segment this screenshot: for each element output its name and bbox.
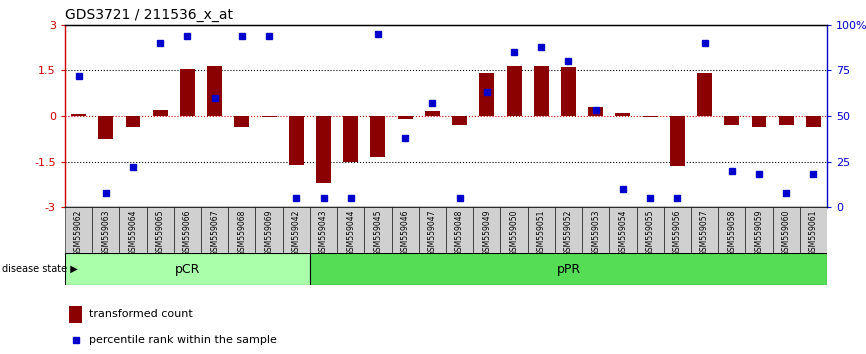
- Bar: [371, 116, 385, 157]
- Text: GSM559048: GSM559048: [456, 210, 464, 256]
- Text: GSM559061: GSM559061: [809, 210, 818, 256]
- Bar: [316, 116, 331, 183]
- Text: GSM559047: GSM559047: [428, 210, 436, 256]
- Bar: [419, 207, 446, 253]
- Bar: [691, 207, 718, 253]
- Bar: [255, 207, 282, 253]
- Text: GSM559050: GSM559050: [509, 210, 519, 256]
- Bar: [533, 66, 549, 116]
- Bar: [772, 207, 800, 253]
- Text: GSM559049: GSM559049: [482, 210, 491, 256]
- Bar: [555, 207, 582, 253]
- Text: GSM559063: GSM559063: [101, 210, 110, 256]
- Text: disease state ▶: disease state ▶: [2, 264, 77, 274]
- Bar: [663, 207, 691, 253]
- Bar: [310, 207, 337, 253]
- Bar: [391, 207, 419, 253]
- Bar: [588, 107, 603, 116]
- Text: GSM559068: GSM559068: [237, 210, 246, 256]
- Bar: [501, 207, 527, 253]
- Text: GSM559045: GSM559045: [373, 210, 383, 256]
- Bar: [71, 114, 86, 116]
- Text: percentile rank within the sample: percentile rank within the sample: [88, 335, 276, 345]
- Text: GSM559057: GSM559057: [700, 210, 709, 256]
- Bar: [616, 113, 630, 116]
- Bar: [65, 253, 310, 285]
- Bar: [310, 253, 827, 285]
- Text: transformed count: transformed count: [88, 309, 192, 319]
- Bar: [343, 116, 359, 161]
- Text: GSM559053: GSM559053: [591, 210, 600, 256]
- Bar: [446, 207, 473, 253]
- Text: GSM559058: GSM559058: [727, 210, 736, 256]
- Bar: [365, 207, 391, 253]
- Bar: [120, 207, 146, 253]
- Bar: [397, 116, 412, 119]
- Bar: [527, 207, 555, 253]
- Bar: [174, 207, 201, 253]
- Text: GSM559042: GSM559042: [292, 210, 301, 256]
- Bar: [152, 110, 168, 116]
- Text: GSM559051: GSM559051: [537, 210, 546, 256]
- Text: GSM559069: GSM559069: [265, 210, 274, 256]
- Text: GSM559043: GSM559043: [319, 210, 328, 256]
- Text: GSM559060: GSM559060: [782, 210, 791, 256]
- Text: GSM559044: GSM559044: [346, 210, 355, 256]
- Bar: [724, 116, 740, 125]
- Bar: [229, 207, 255, 253]
- Text: GDS3721 / 211536_x_at: GDS3721 / 211536_x_at: [65, 8, 233, 22]
- Bar: [669, 116, 685, 166]
- Text: GSM559062: GSM559062: [74, 210, 83, 256]
- Bar: [752, 116, 766, 127]
- Bar: [337, 207, 365, 253]
- Bar: [98, 116, 113, 139]
- Bar: [718, 207, 746, 253]
- Bar: [452, 116, 467, 125]
- Text: GSM559046: GSM559046: [401, 210, 410, 256]
- Text: GSM559055: GSM559055: [646, 210, 655, 256]
- Text: GSM559064: GSM559064: [128, 210, 138, 256]
- Text: GSM559056: GSM559056: [673, 210, 682, 256]
- Text: pPR: pPR: [556, 263, 580, 275]
- Bar: [746, 207, 772, 253]
- Bar: [806, 116, 821, 127]
- Bar: [92, 207, 120, 253]
- Text: GSM559059: GSM559059: [754, 210, 764, 256]
- Bar: [201, 207, 229, 253]
- Text: GSM559066: GSM559066: [183, 210, 192, 256]
- Bar: [288, 116, 304, 165]
- Bar: [800, 207, 827, 253]
- Bar: [582, 207, 610, 253]
- Bar: [69, 306, 82, 323]
- Bar: [610, 207, 637, 253]
- Bar: [146, 207, 174, 253]
- Bar: [561, 67, 576, 116]
- Bar: [425, 112, 440, 116]
- Bar: [65, 207, 92, 253]
- Bar: [507, 66, 521, 116]
- Bar: [479, 73, 494, 116]
- Text: GSM559052: GSM559052: [564, 210, 573, 256]
- Bar: [235, 116, 249, 127]
- Bar: [643, 116, 657, 118]
- Bar: [207, 66, 222, 116]
- Text: GSM559054: GSM559054: [618, 210, 627, 256]
- Bar: [697, 73, 712, 116]
- Bar: [262, 116, 276, 118]
- Bar: [779, 116, 793, 125]
- Text: GSM559067: GSM559067: [210, 210, 219, 256]
- Text: pCR: pCR: [175, 263, 200, 275]
- Bar: [180, 69, 195, 116]
- Bar: [637, 207, 663, 253]
- Text: GSM559065: GSM559065: [156, 210, 165, 256]
- Bar: [473, 207, 501, 253]
- Bar: [126, 116, 140, 127]
- Bar: [282, 207, 310, 253]
